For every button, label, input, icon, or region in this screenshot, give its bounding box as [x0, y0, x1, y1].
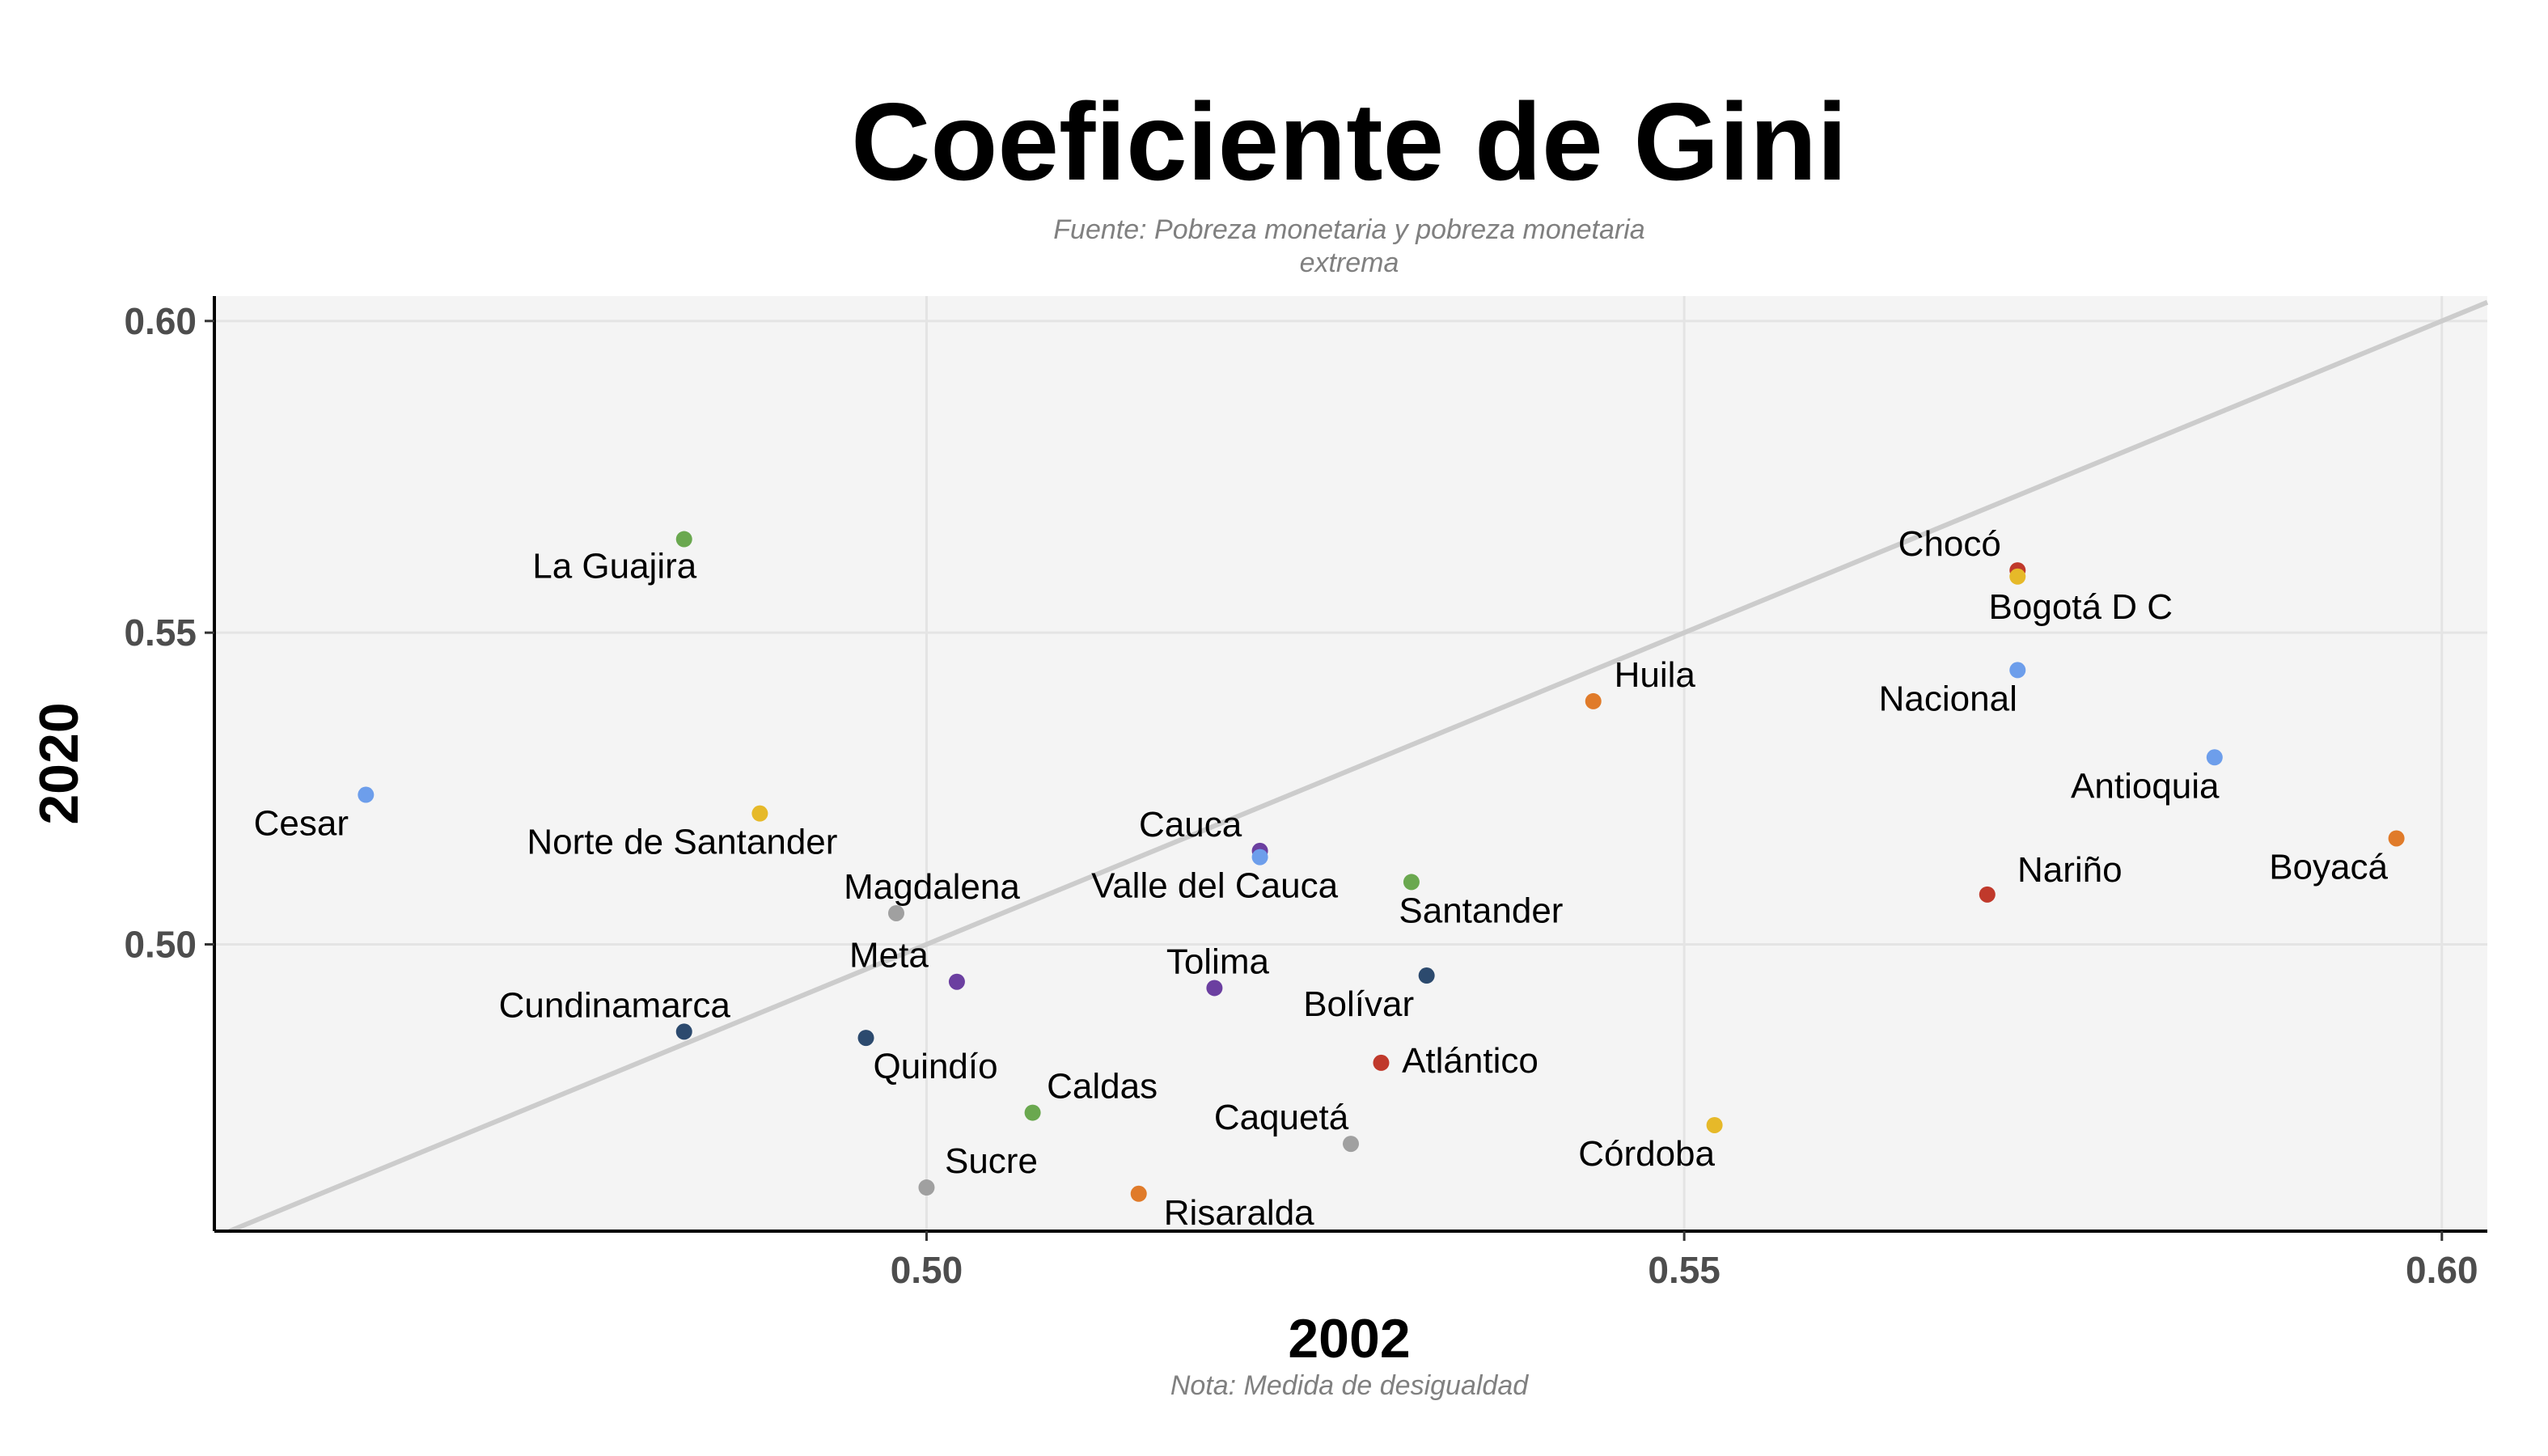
- data-point: [358, 786, 375, 803]
- data-point: [751, 805, 768, 822]
- x-axis-title: 2002: [1288, 1308, 1410, 1369]
- y-tick-label: 0.60: [124, 300, 197, 342]
- plot-panel: [214, 296, 2487, 1231]
- data-point-label: Bogotá D C: [1989, 587, 2173, 627]
- data-point: [918, 1179, 935, 1196]
- chart-subtitle-line-2: extrema: [1300, 248, 1399, 278]
- data-point-label: Magdalena: [844, 867, 1020, 907]
- x-tick-label: 0.50: [891, 1249, 963, 1291]
- data-point-label: Atlántico: [1402, 1041, 1539, 1081]
- data-points: [358, 531, 2405, 1202]
- data-point: [1403, 874, 1420, 891]
- data-point: [2388, 830, 2405, 847]
- data-point: [1024, 1104, 1041, 1121]
- y-axis-ticks: 0.50 0.55 0.60: [124, 300, 214, 965]
- data-point-label: Córdoba: [1578, 1134, 1715, 1174]
- data-point-label: La Guajira: [532, 547, 697, 586]
- data-point-labels: La Guajira Chocó Bogotá D C Nacional Huila An…: [254, 524, 2389, 1233]
- data-point-label: Caldas: [1047, 1067, 1158, 1107]
- grid-lines: [214, 296, 2487, 1231]
- data-point: [1706, 1116, 1723, 1133]
- data-point-label: Valle del Cauca: [1091, 866, 1338, 906]
- identity-reference-line: [228, 299, 2489, 1234]
- data-point: [888, 904, 904, 921]
- data-point-label: Norte de Santander: [527, 823, 837, 862]
- data-point: [948, 973, 965, 990]
- chart-title: Coeficiente de Gini: [851, 80, 1848, 203]
- x-axis-ticks: 0.50 0.55 0.60: [891, 1231, 2478, 1291]
- y-tick-label: 0.55: [124, 612, 197, 654]
- data-point-label: Chocó: [1898, 524, 2001, 564]
- chart-subtitle-line-1: Fuente: Pobreza monetaria y pobreza mone…: [1053, 214, 1644, 245]
- data-point-label: Cesar: [254, 804, 349, 844]
- data-point: [1206, 980, 1223, 997]
- data-point-label: Nacional: [1879, 679, 2017, 718]
- reference-line-layer: [228, 299, 2489, 1234]
- data-point: [1130, 1185, 1147, 1202]
- data-point: [1979, 886, 1996, 903]
- chart-caption: Nota: Medida de desigualdad: [1170, 1370, 1529, 1401]
- x-tick-label: 0.60: [2406, 1249, 2478, 1291]
- data-point: [1418, 967, 1435, 984]
- data-point-label: Quindío: [873, 1047, 997, 1086]
- data-point-label: Risaralda: [1164, 1193, 1314, 1233]
- data-point-label: Sucre: [945, 1141, 1038, 1181]
- data-point-label: Cauca: [1139, 805, 1242, 844]
- data-point-label: Huila: [1615, 655, 1696, 695]
- data-point: [675, 1023, 692, 1040]
- data-point: [1585, 692, 1602, 709]
- data-point: [1251, 849, 1268, 866]
- data-point-label: Santander: [1399, 891, 1563, 930]
- x-tick-label: 0.55: [1648, 1249, 1721, 1291]
- y-axis-title: 2020: [28, 702, 90, 824]
- data-point-label: Nariño: [2017, 850, 2123, 890]
- data-point: [1343, 1136, 1359, 1153]
- data-point-label: Bolívar: [1303, 984, 1414, 1024]
- data-point-label: Antioquia: [2071, 766, 2220, 806]
- y-tick-label: 0.50: [124, 923, 197, 965]
- data-point-label: Meta: [849, 936, 929, 976]
- data-point: [2009, 568, 2026, 585]
- data-point-label: Boyacá: [2269, 847, 2388, 887]
- data-point: [2009, 662, 2026, 679]
- data-point: [2206, 749, 2223, 766]
- data-point-label: Cundinamarca: [499, 985, 731, 1025]
- data-point: [857, 1030, 874, 1047]
- data-point-label: Caquetá: [1214, 1098, 1349, 1137]
- data-point-label: Tolima: [1166, 942, 1270, 981]
- data-point: [675, 531, 692, 548]
- data-point: [1373, 1054, 1390, 1071]
